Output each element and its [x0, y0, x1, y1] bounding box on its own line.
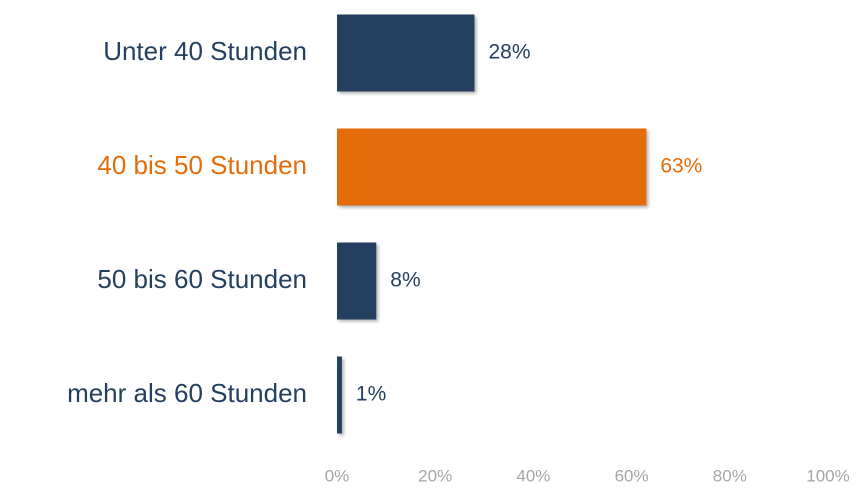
x-tick-label: 80%: [713, 466, 747, 485]
x-tick-label: 20%: [418, 466, 452, 485]
value-label: 28%: [488, 41, 530, 64]
value-label: 8%: [390, 269, 420, 292]
value-label: 1%: [356, 383, 386, 406]
category-label: mehr als 60 Stunden: [67, 378, 307, 408]
bar: [337, 128, 647, 206]
bar: [337, 14, 475, 92]
x-tick-label: 0%: [325, 466, 350, 485]
x-tick-label: 100%: [806, 466, 849, 485]
x-tick-label: 60%: [615, 466, 649, 485]
bar: [337, 242, 377, 320]
bar: [337, 356, 342, 434]
value-label: 63%: [660, 155, 702, 178]
x-tick-label: 40%: [516, 466, 550, 485]
category-label: Unter 40 Stunden: [103, 36, 307, 66]
category-label: 40 bis 50 Stunden: [97, 150, 307, 180]
category-label: 50 bis 60 Stunden: [97, 264, 307, 294]
